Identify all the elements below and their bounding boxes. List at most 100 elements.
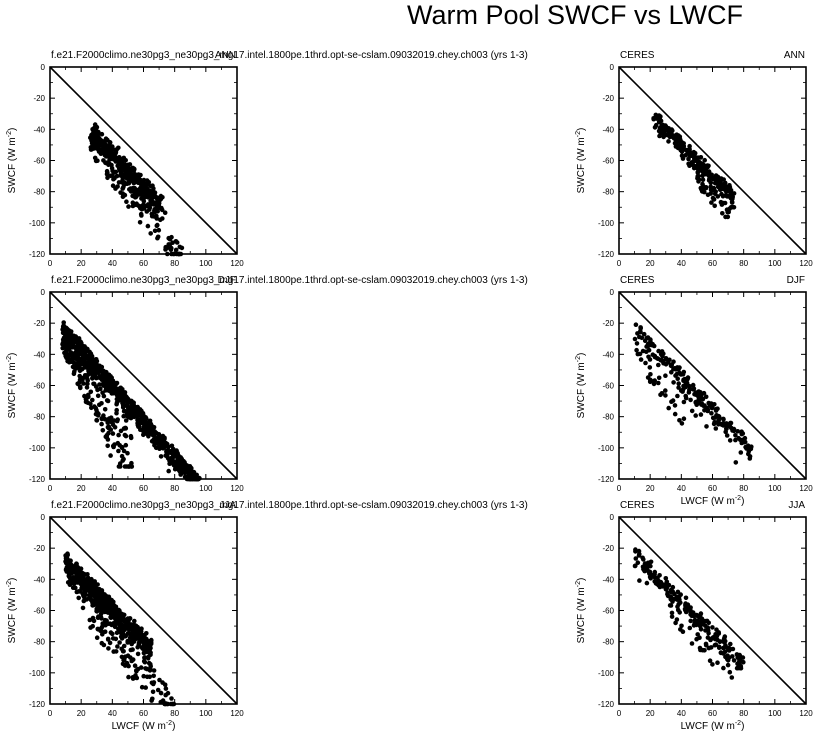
data-point: [88, 351, 93, 356]
data-point: [718, 650, 724, 656]
data-point: [109, 389, 114, 395]
data-point: [657, 116, 662, 121]
data-point: [182, 465, 188, 470]
y-tick-label: -100: [29, 444, 46, 453]
data-point: [638, 329, 643, 335]
data-point: [725, 184, 730, 190]
data-point: [95, 600, 100, 605]
data-point: [687, 386, 693, 391]
x-tick-label: 80: [170, 484, 179, 493]
data-point: [699, 401, 705, 406]
data-point: [177, 244, 183, 250]
data-point: [633, 563, 638, 569]
data-point: [109, 597, 114, 603]
data-point: [123, 433, 129, 439]
x-tick-label: 0: [617, 484, 622, 493]
data-point: [669, 614, 675, 619]
data-point: [92, 372, 98, 378]
data-point: [669, 127, 674, 132]
data-point: [108, 173, 114, 179]
data-point: [157, 677, 162, 683]
data-point: [120, 458, 125, 463]
data-point: [711, 421, 717, 427]
data-point: [122, 624, 127, 629]
data-point: [632, 336, 638, 342]
data-point: [685, 375, 691, 380]
data-point: [92, 591, 97, 597]
data-point: [700, 181, 705, 187]
x-tick-label: 80: [170, 259, 179, 268]
data-point: [724, 423, 729, 429]
data-point: [672, 133, 677, 139]
data-point: [144, 203, 149, 209]
data-point: [694, 612, 699, 618]
data-point: [709, 200, 714, 205]
data-point: [713, 189, 718, 194]
data-point: [102, 407, 108, 412]
data-point: [675, 376, 680, 382]
data-point: [147, 640, 153, 646]
data-point: [705, 625, 711, 630]
data-point: [90, 623, 95, 629]
data-point: [81, 592, 87, 598]
x-axis-label: LWCF (W m-2): [681, 720, 745, 732]
x-tick-label: 60: [139, 709, 148, 718]
data-point: [687, 625, 693, 631]
y-tick-label: -100: [29, 219, 46, 228]
data-point: [736, 663, 742, 669]
data-point: [696, 622, 702, 628]
data-point: [634, 347, 639, 353]
x-axis-unit-superscript: -2: [735, 720, 741, 727]
data-point: [78, 349, 83, 355]
one-to-one-line: [49, 516, 238, 705]
data-point: [669, 590, 674, 595]
data-point: [144, 640, 149, 646]
data-point: [742, 439, 748, 445]
data-point: [162, 210, 168, 215]
data-point: [705, 192, 711, 198]
data-point: [124, 413, 130, 419]
data-point: [641, 331, 647, 337]
data-point: [719, 422, 725, 428]
data-point: [671, 380, 676, 385]
data-point: [188, 474, 193, 480]
data-point: [154, 196, 160, 201]
data-point: [84, 348, 90, 353]
data-point: [656, 348, 661, 354]
y-tick-label: -100: [598, 444, 615, 453]
data-point: [729, 675, 735, 680]
data-point: [733, 460, 739, 465]
data-point: [664, 579, 670, 585]
data-point: [719, 176, 724, 181]
data-point: [642, 338, 648, 344]
y-tick-label: -40: [602, 575, 614, 584]
data-point: [131, 192, 137, 198]
data-point: [152, 228, 158, 234]
x-tick-label: 40: [108, 709, 117, 718]
data-point: [62, 325, 67, 331]
data-point: [119, 392, 124, 397]
y-axis-unit-close: ): [7, 128, 18, 131]
data-point: [103, 599, 108, 604]
one-to-one-line: [49, 291, 238, 480]
data-point: [704, 424, 709, 429]
data-point: [94, 635, 100, 640]
data-point: [128, 433, 134, 439]
data-point: [158, 699, 164, 705]
data-point: [137, 220, 143, 225]
y-axis-unit-close: ): [7, 353, 18, 356]
data-point: [122, 663, 128, 668]
data-point: [172, 464, 178, 469]
data-point: [138, 629, 144, 634]
data-point: [132, 618, 137, 624]
data-point: [663, 373, 668, 379]
x-tick-label: 40: [108, 484, 117, 493]
data-point: [112, 624, 118, 630]
data-point: [132, 663, 138, 668]
data-point: [156, 227, 162, 233]
data-point: [95, 413, 101, 418]
data-point: [633, 322, 639, 328]
data-point: [676, 385, 681, 390]
data-point: [122, 464, 128, 469]
data-point: [118, 625, 123, 630]
